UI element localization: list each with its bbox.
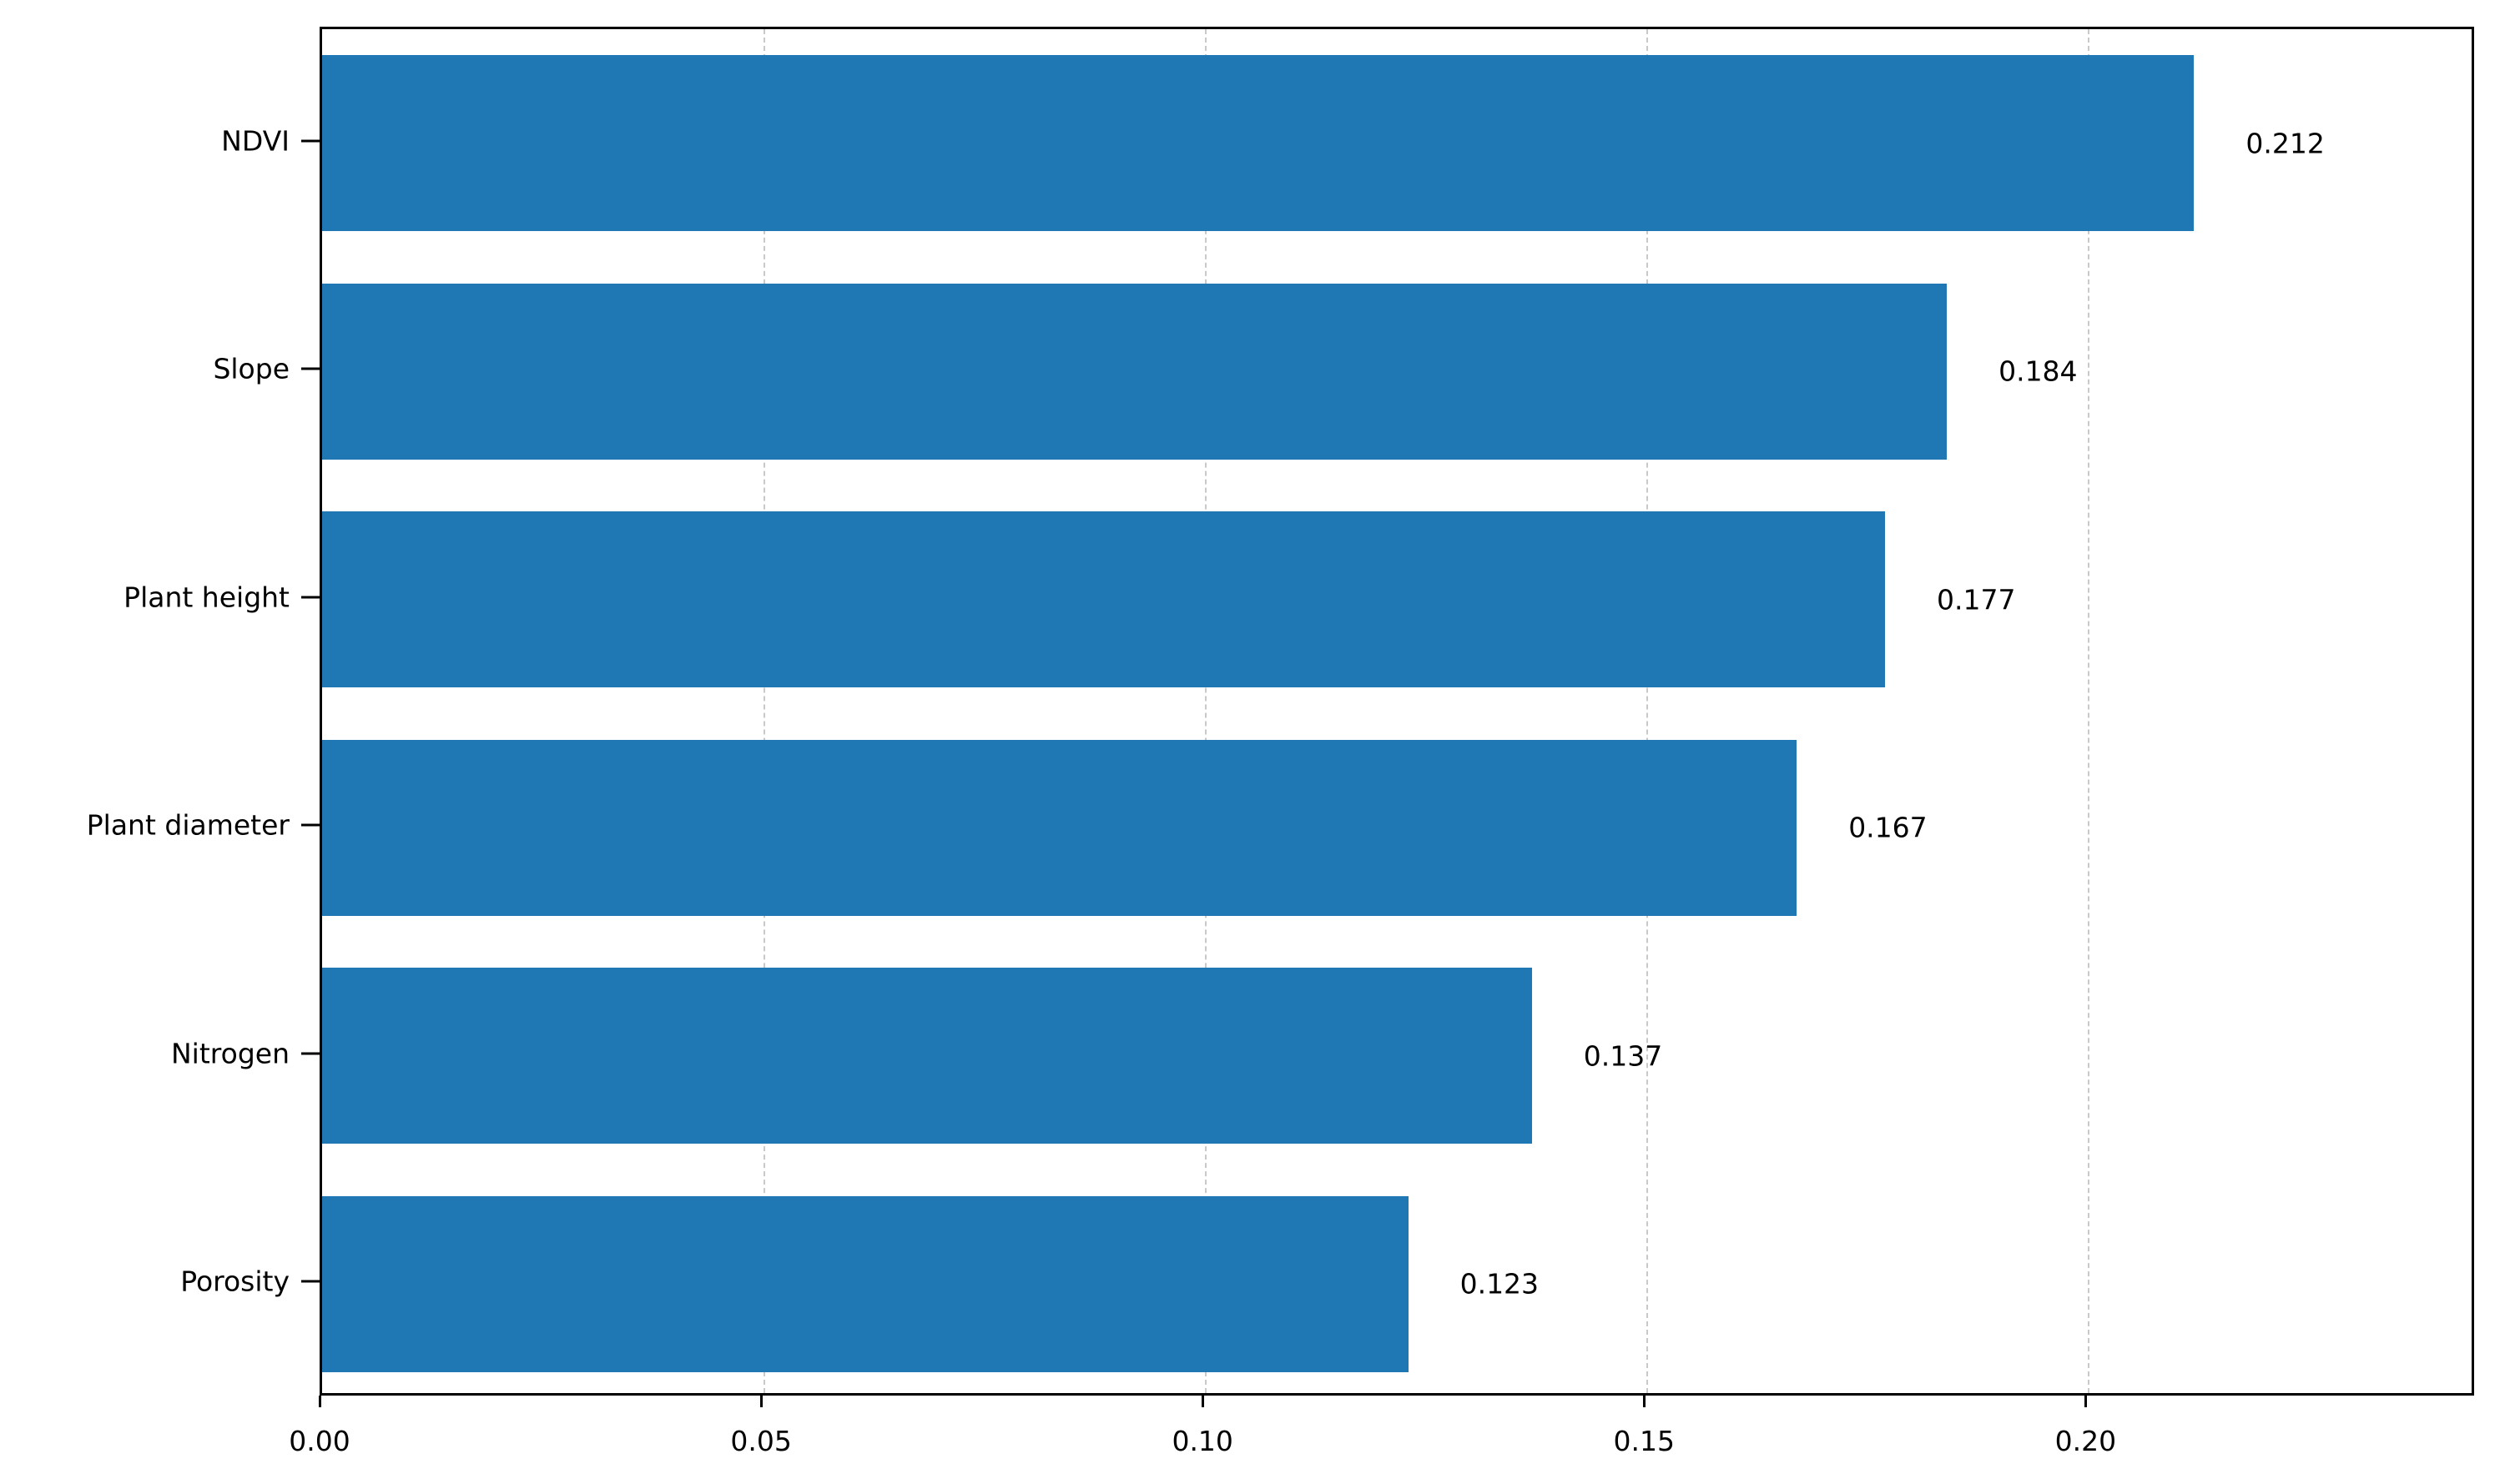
gridline-x-0.15 (1646, 29, 1649, 1393)
xtick-label-0.05: 0.05 (730, 1425, 792, 1457)
xtick-label-0.00: 0.00 (289, 1425, 350, 1457)
value-label-slope: 0.184 (1998, 355, 2078, 388)
xtick-label-0.10: 0.10 (1172, 1425, 1233, 1457)
ytick-label-plant-height: Plant height (123, 581, 290, 614)
xtick-mark-0.20 (2084, 1396, 2087, 1407)
ytick-label-nitrogen: Nitrogen (171, 1037, 290, 1070)
value-label-plant-height: 0.177 (1937, 583, 2016, 616)
gridline-x-0.05 (764, 29, 766, 1393)
xtick-mark-0.10 (1201, 1396, 1204, 1407)
ytick-mark-plant-height (301, 596, 320, 599)
value-label-plant-diameter: 0.167 (1848, 811, 1928, 844)
ytick-mark-porosity (301, 1280, 320, 1283)
plot-area: 0.212 0.184 0.177 0.167 0.137 0.123 (320, 27, 2474, 1396)
value-label-porosity: 0.123 (1459, 1267, 1540, 1300)
bar-porosity (322, 1195, 1409, 1372)
xtick-mark-0.15 (1642, 1396, 1646, 1407)
value-label-nitrogen: 0.137 (1583, 1039, 1663, 1073)
ytick-label-porosity: Porosity (180, 1265, 290, 1298)
bar-plant-diameter (322, 739, 1797, 916)
ytick-mark-ndvi (301, 139, 320, 143)
ytick-mark-slope (301, 367, 320, 370)
xtick-label-0.20: 0.20 (2054, 1425, 2117, 1457)
gridline-x-0.20 (2088, 29, 2090, 1393)
ytick-label-ndvi: NDVI (221, 124, 290, 158)
bar-plant-height (322, 511, 1885, 688)
gridline-x-0.10 (1205, 29, 1207, 1393)
xtick-label-0.15: 0.15 (1613, 1425, 1676, 1457)
ytick-label-slope: Slope (213, 352, 290, 385)
xtick-mark-0.05 (759, 1396, 763, 1407)
bar-slope (322, 283, 1948, 460)
ytick-mark-plant-diameter (301, 823, 320, 827)
bar-nitrogen (322, 968, 1532, 1144)
value-label-ndvi: 0.212 (2245, 127, 2325, 160)
xtick-mark-0.00 (318, 1396, 321, 1407)
ytick-label-plant-diameter: Plant diameter (86, 808, 290, 842)
ytick-mark-nitrogen (301, 1052, 320, 1055)
bar-ndvi (322, 55, 2195, 232)
